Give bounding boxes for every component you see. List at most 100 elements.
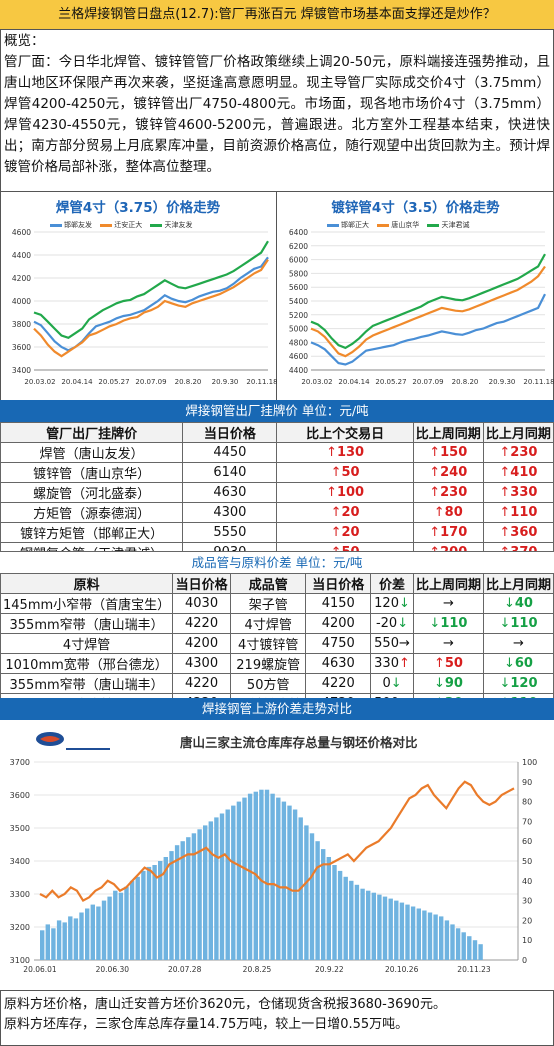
x-tick-label: 20.8.25 [243, 965, 272, 974]
down-arrow-icon: ↓ [499, 616, 511, 631]
inventory-bar [158, 861, 163, 960]
table-cell: 4寸镀锌管 [229, 633, 307, 654]
up-arrow-icon: ↑ [429, 485, 441, 500]
cell-value: 4630 [321, 656, 355, 671]
table-cell: ↑20 [276, 502, 414, 523]
cell-value: 4寸焊管 [244, 618, 292, 633]
cell-value: 90 [444, 676, 463, 691]
up-arrow-icon: ↑ [326, 445, 337, 460]
change-value: 330 [510, 485, 538, 500]
inventory-bar [51, 928, 56, 960]
inventory-bar [90, 904, 95, 960]
inventory-bar [276, 797, 281, 960]
table-cell: 4220 [172, 673, 231, 694]
footer-line: 原料方坯库存，三家仓库总库存量14.75万吨，较上一日增0.55万吨。 [4, 1017, 409, 1032]
galvanized-pipe-chart: 镀锌管4寸（3.5）价格走势 邯郸正大 唐山京华 天津君诚 6400 6200 60… [277, 192, 554, 401]
inventory-bar [208, 821, 213, 960]
down-arrow-icon: ↓ [429, 616, 441, 631]
inventory-bar [203, 825, 208, 960]
inventory-bar [96, 906, 101, 960]
table-cell: 4200 [172, 633, 231, 654]
up-arrow-icon: ↑ [499, 445, 511, 460]
col-header: 比上月同期 [482, 422, 554, 443]
table-cell: ↑20 [276, 522, 414, 543]
table-row: 螺旋管（河北盛泰） 4630 ↑100 ↑230 ↑330 [0, 482, 554, 503]
up-arrow-icon: ↑ [330, 505, 342, 520]
table-cell: 4220 [305, 673, 372, 694]
inventory-bar [455, 928, 461, 960]
cell-value: 4寸焊管 [62, 638, 111, 653]
overview-text: 管厂面：今日华北焊管、镀锌管管厂价格政策继续上调20-50元，原料端接连强势推动… [4, 54, 550, 175]
cell-value: → [513, 636, 524, 651]
legend-item: 迁安正大 [100, 220, 142, 230]
flat-arrow-icon: → [398, 636, 410, 651]
table-cell: ↑170 [412, 522, 484, 543]
inventory-bar [129, 880, 135, 960]
inventory-bar [180, 841, 185, 960]
x-tick-label: 20.10.26 [385, 965, 419, 974]
y-right-tick-label: 30 [522, 897, 532, 906]
x-tick-label: 20.04.14 [61, 378, 93, 386]
inventory-bar [450, 924, 455, 960]
up-arrow-icon: ↑ [398, 656, 410, 671]
cell-value: 219螺旋管 [236, 658, 301, 673]
table-cell: ↑410 [482, 462, 554, 483]
table-cell: ↑240 [412, 462, 484, 483]
cell-value: 4150 [321, 596, 355, 611]
series-line [310, 253, 546, 350]
table1-bar: 焊接钢管出厂挂牌价 单位：元/吨 [0, 400, 554, 422]
down-arrow-icon: ↓ [433, 676, 445, 691]
inventory-bar [73, 918, 79, 960]
y-tick-label: 5200 [289, 311, 308, 320]
cell-value: 4200 [321, 616, 355, 631]
inventory-bar [433, 914, 438, 960]
inventory-bar [169, 851, 174, 960]
down-arrow-icon: ↓ [503, 596, 515, 611]
y-right-tick-label: 10 [522, 936, 532, 945]
price-charts: 焊管4寸（3.75）价格走势 邯郸友发 迁安正大 天津友发 4600 4400 42… [0, 191, 554, 401]
x-tick-label: 20.07.09 [412, 378, 443, 386]
y-left-tick-label: 3300 [10, 890, 30, 899]
y-right-tick-label: 20 [522, 916, 532, 925]
inventory-bar [242, 797, 247, 960]
inventory-bar [394, 900, 399, 960]
down-arrow-icon: ↓ [397, 616, 409, 631]
y-left-tick-label: 3200 [10, 923, 30, 932]
change-value: 20 [341, 525, 360, 540]
col-header: 比上周同期 [412, 573, 484, 594]
change-value: 110 [510, 505, 538, 520]
table-cell: 4750 [305, 633, 372, 654]
table-cell: 219螺旋管 [229, 653, 307, 674]
x-tick-label: 20.8.20 [175, 378, 202, 386]
table-cell: ↓90 [412, 673, 484, 694]
up-arrow-icon: ↑ [326, 485, 337, 500]
inventory-bar [113, 890, 118, 960]
y-tick-label: 6000 [289, 256, 308, 265]
cell-value: 50方管 [246, 678, 290, 693]
inventory-chart: 唐山三家主流仓库库存总量与钢坯价格对比 3700 3600 3500 3400 3300… [0, 720, 554, 990]
cell-value: 4200 [185, 636, 219, 651]
col-header: 原料 [0, 573, 174, 594]
y-right-tick-label: 40 [522, 877, 532, 886]
inventory-bar [360, 888, 365, 960]
table-cell: 架子管 [229, 593, 307, 614]
down-arrow-icon: ↓ [499, 676, 511, 691]
y-tick-label: 4400 [12, 251, 31, 260]
x-tick-label: 20.07.09 [135, 378, 166, 386]
table-cell: ↑50 [412, 653, 484, 674]
table-cell: 螺旋管（河北盛泰） [0, 482, 184, 503]
inventory-bar [287, 805, 292, 960]
change-value: 170 [440, 525, 468, 540]
inventory-bar [467, 936, 472, 960]
inventory-bar [309, 833, 315, 960]
cell-value: 40 [514, 596, 533, 611]
change-value: 230 [440, 485, 468, 500]
inventory-bar [45, 924, 50, 960]
inventory-bar [399, 902, 405, 960]
chart-title: 镀锌管4寸（3.5）价格走势 [331, 200, 500, 216]
up-arrow-icon: ↑ [433, 505, 445, 520]
table-cell: 4220 [172, 613, 231, 634]
x-tick-label: 20.03.02 [301, 378, 332, 386]
table-row: 4寸焊管 4200 4寸镀锌管 4750 550→ → → [0, 633, 554, 654]
y-tick-label: 3400 [12, 366, 31, 375]
